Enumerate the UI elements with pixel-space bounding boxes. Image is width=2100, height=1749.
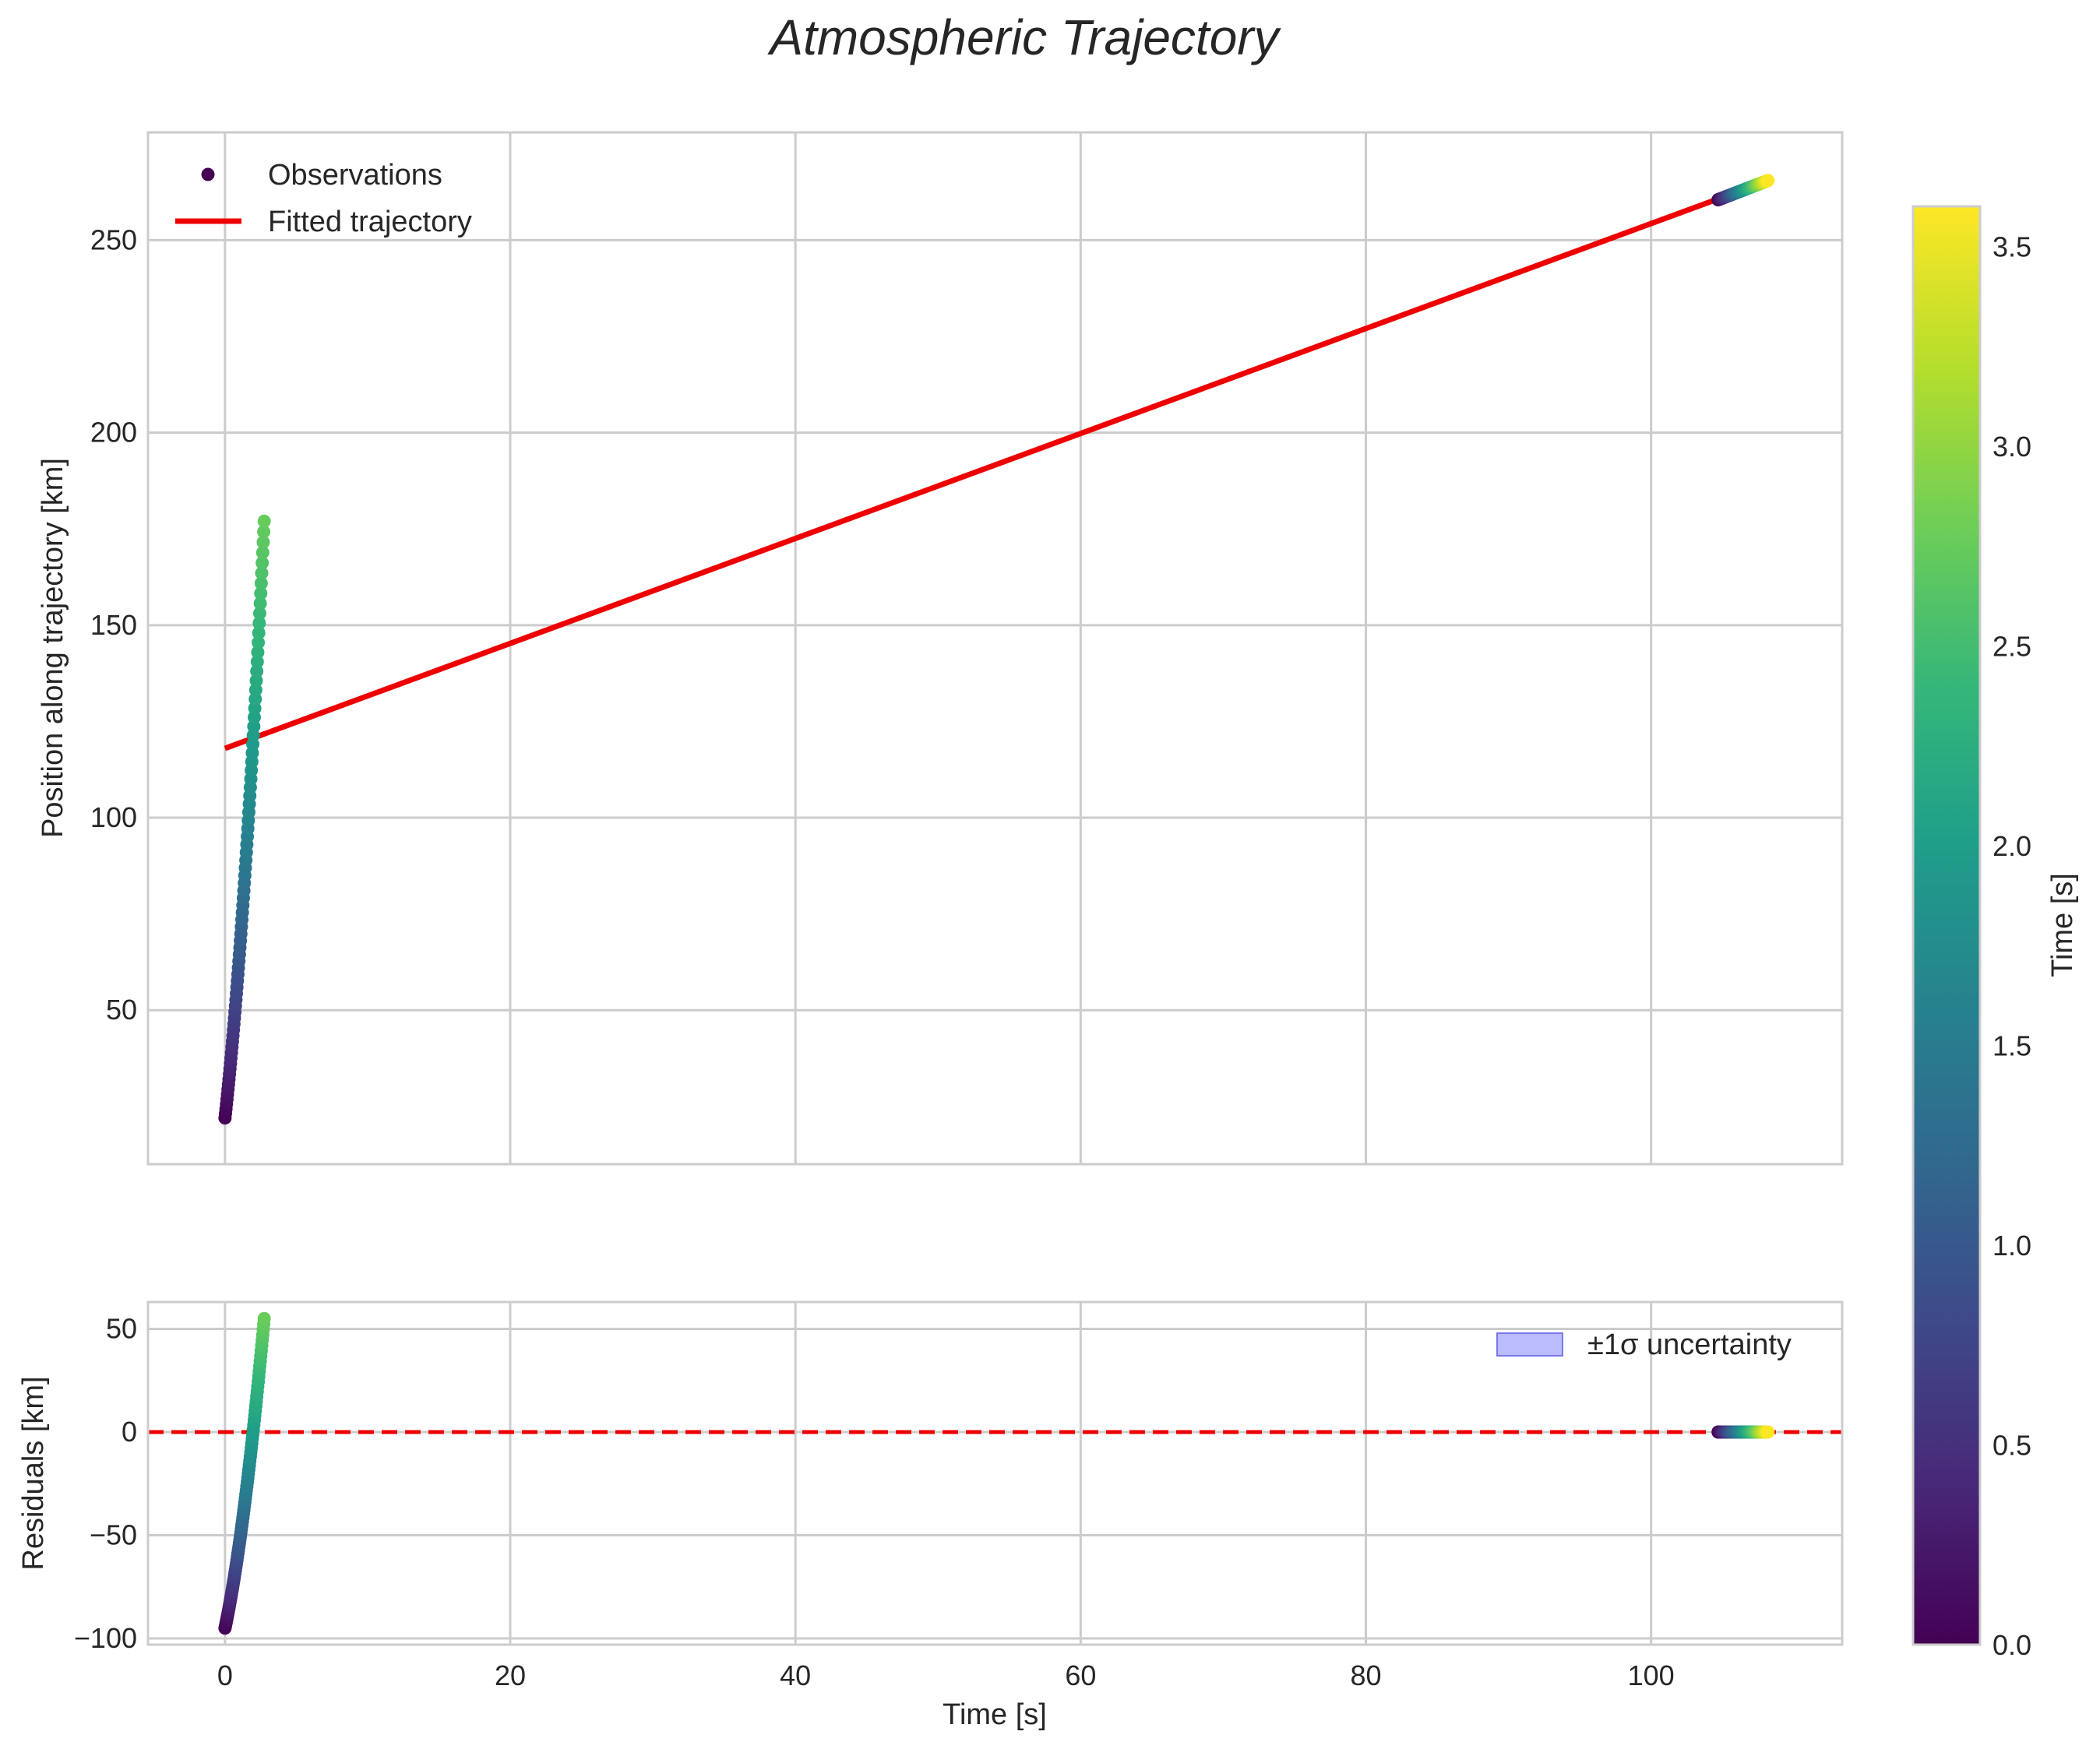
legend-label: ±1σ uncertainty	[1587, 1328, 1792, 1361]
res-y-tick-label: 0	[122, 1416, 137, 1448]
main-observation-point	[255, 556, 270, 570]
main-observation-point	[256, 535, 270, 549]
main-legend: Observations Fitted trajectory	[175, 159, 472, 238]
chart-title: Atmospheric Trajectory	[766, 9, 1281, 65]
colorbar-tick-label: 0.0	[1993, 1629, 2031, 1661]
res-y-tick-label: −50	[90, 1519, 137, 1551]
legend-uncertainty-patch	[1496, 1332, 1563, 1357]
main-gridlines	[148, 132, 1842, 1164]
colorbar: 0.0 0.5 1.0 1.5 2.0 2.5 3.0 3.5 Time [s]	[1911, 205, 2079, 1661]
colorbar-tick-label: 3.0	[1993, 431, 2031, 463]
colorbar-label: Time [s]	[2046, 873, 2079, 977]
x-tick-label: 100	[1628, 1659, 1675, 1691]
res-observation-point	[257, 1311, 271, 1325]
x-tick-label: 60	[1065, 1659, 1096, 1691]
colorbar-tick-label: 1.5	[1993, 1029, 2031, 1061]
colorbar-tick-label: 0.5	[1993, 1429, 2031, 1461]
res-y-tick-label: −100	[74, 1622, 137, 1654]
main-y-tick-label: 200	[90, 417, 137, 449]
residuals-tick-labels: 0 20 40 60 80 100 −100 −50 0 50	[74, 1312, 1675, 1691]
legend-label: Fitted trajectory	[268, 206, 472, 238]
main-observation-point	[248, 683, 262, 697]
main-observation-point	[250, 655, 264, 669]
main-observation-point	[254, 586, 268, 600]
main-observation-point	[252, 616, 266, 630]
main-y-tick-label: 250	[90, 223, 137, 255]
x-tick-label: 20	[495, 1659, 526, 1691]
res-y-tick-label: 50	[106, 1312, 137, 1344]
colorbar-gradient	[1913, 206, 1980, 1645]
main-observation-point	[1761, 174, 1775, 188]
main-y-tick-label: 100	[90, 801, 137, 833]
main-y-tick-label: 50	[106, 994, 137, 1026]
main-y-tick-label: 150	[90, 609, 137, 641]
main-observation-point	[253, 596, 267, 611]
residuals-legend: ±1σ uncertainty	[1496, 1328, 1792, 1361]
residuals-plot-area	[148, 1311, 1842, 1635]
x-tick-label: 40	[780, 1659, 811, 1691]
colorbar-tick-label: 2.5	[1993, 630, 2031, 662]
main-observation-point	[252, 607, 266, 621]
main-observation-point	[257, 514, 271, 528]
colorbar-tick-label: 1.0	[1993, 1230, 2031, 1262]
fitted-trajectory-line	[224, 178, 1770, 751]
main-observation-point	[254, 576, 268, 590]
residuals-panel: 0 20 40 60 80 100 −100 −50 0 50 Residuals [km] Ti…	[17, 1300, 1844, 1731]
main-tick-labels: 50 100 150 200 250	[90, 223, 137, 1026]
colorbar-frame	[1911, 205, 1982, 1646]
res-observation-point	[1761, 1425, 1775, 1439]
main-y-axis-label: Position along trajectory [km]	[37, 458, 69, 838]
colorbar-tick-label: 2.0	[1993, 830, 2031, 862]
main-panel: 50 100 150 200 250 Position along trajectory…	[37, 131, 1844, 1166]
main-observation-point	[251, 646, 265, 660]
legend-label: Observations	[268, 159, 442, 192]
x-axis-label: Time [s]	[943, 1698, 1047, 1731]
main-observation-point	[250, 664, 264, 678]
x-tick-label: 0	[217, 1659, 233, 1691]
residuals-plot-frame	[146, 1300, 1844, 1646]
main-plot-area	[218, 174, 1775, 1125]
legend-observations-marker	[201, 167, 215, 181]
main-observation-point	[255, 546, 270, 560]
colorbar-tick-label: 3.5	[1993, 231, 2031, 262]
main-observation-point	[249, 674, 263, 688]
main-observation-point	[252, 626, 266, 640]
main-observation-point	[252, 635, 266, 649]
main-observation-point	[257, 525, 271, 539]
colorbar-tick-labels: 0.0 0.5 1.0 1.5 2.0 2.5 3.0 3.5	[1993, 231, 2031, 1661]
x-tick-label: 80	[1350, 1659, 1381, 1691]
residuals-y-axis-label: Residuals [km]	[17, 1376, 50, 1570]
main-plot-frame	[146, 131, 1844, 1166]
main-observation-point	[255, 566, 269, 580]
